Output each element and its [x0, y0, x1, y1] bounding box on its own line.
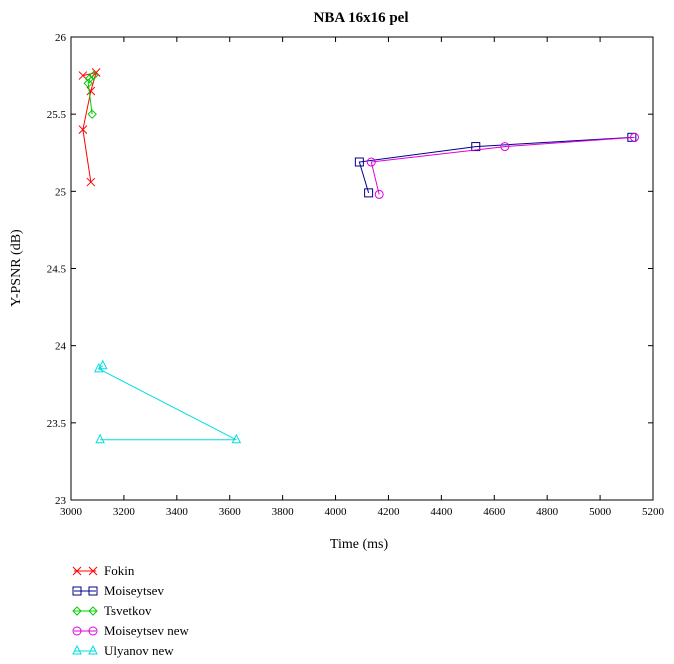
legend-item-ulyanov-new: Ulyanov new [72, 643, 174, 658]
data-point-moiseytsev [471, 142, 481, 152]
x-tick-label: 4400 [430, 506, 453, 518]
data-point-moiseytsev-new [366, 157, 376, 167]
data-point-fokin [86, 86, 96, 96]
x-axis: 3000 3200 3400 3600 3800 4000 4200 4400 4600 4800… [60, 37, 665, 518]
data-point-ulyanov-new [93, 362, 104, 373]
series-tsvetkov [83, 70, 99, 119]
x-tick-label: 4200 [377, 506, 400, 518]
data-point-fokin [78, 125, 88, 134]
legend-item-tsvetkov: Tsvetkov [72, 603, 152, 618]
data-point-moiseytsev [364, 188, 374, 198]
data-point-moiseytsev [354, 157, 364, 167]
y-tick-label: 24.5 [47, 264, 67, 276]
y-tick-label: 26 [55, 32, 67, 44]
data-point-ulyanov-new [95, 433, 105, 444]
y-tick-label: 24 [55, 341, 67, 353]
y-tick-label: 23 [55, 495, 67, 507]
legend-marker [72, 644, 82, 655]
data-point-moiseytsev-new [374, 189, 384, 199]
legend-marker [72, 586, 82, 596]
x-axis-label: Time (ms) [330, 537, 389, 552]
series-ulyanov-new [93, 359, 242, 444]
x-tick-label: 3000 [60, 506, 83, 518]
y-axis: 23 23.5 24 24.5 25 25.5 26 [47, 32, 653, 507]
legend-item-moiseytsev: Moiseytsev [72, 583, 164, 598]
x-tick-label: 3600 [219, 506, 242, 518]
data-point-ulyanov-new [231, 433, 242, 444]
series-line-moiseytsev [358, 136, 632, 194]
data-point-fokin [86, 177, 96, 187]
x-tick-label: 4000 [325, 506, 348, 518]
legend-marker [88, 566, 98, 576]
legend-marker [72, 606, 82, 616]
x-tick-label: 4800 [536, 506, 559, 518]
y-tick-label: 25.5 [47, 109, 67, 121]
y-tick-label: 25 [55, 186, 67, 198]
legend-marker [88, 586, 98, 596]
series-moiseytsev-new [366, 132, 639, 199]
data-point-fokin [91, 68, 101, 77]
legend: Fokin Moiseytsev Tsvetkov Moiseytsev new Uly… [72, 563, 189, 658]
x-tick-label: 4600 [483, 506, 506, 518]
data-point-moiseytsev-new [500, 142, 510, 152]
legend-item-moiseytsev-new: Moiseytsev new [72, 623, 189, 638]
data-point-ulyanov-new [97, 359, 108, 370]
legend-item-fokin: Fokin [72, 563, 135, 578]
x-tick-label: 5000 [589, 506, 612, 518]
data-point-moiseytsev-new [629, 132, 639, 142]
legend-marker [88, 644, 98, 655]
legend-label: Fokin [104, 563, 135, 578]
y-tick-label: 23.5 [47, 418, 67, 430]
x-tick-label: 3800 [272, 506, 295, 518]
y-axis-label: Y-PSNR (dB) [9, 229, 24, 307]
legend-label: Ulyanov new [104, 643, 174, 658]
legend-label: Tsvetkov [104, 603, 152, 618]
legend-marker [88, 626, 98, 636]
legend-marker [72, 626, 82, 636]
data-point-tsvetkov [87, 109, 97, 119]
series-layer [78, 68, 639, 444]
chart-title: NBA 16x16 pel [313, 10, 408, 26]
series-line-moiseytsev-new [370, 136, 635, 195]
data-point-tsvetkov [84, 73, 95, 84]
legend-marker [72, 566, 82, 576]
data-point-tsvetkov [88, 70, 99, 81]
x-tick-label: 3400 [166, 506, 189, 518]
legend-label: Moiseytsev [104, 583, 164, 598]
legend-marker [88, 606, 98, 616]
legend-label: Moiseytsev new [104, 623, 189, 638]
x-tick-label: 5200 [642, 506, 665, 518]
x-tick-label: 3200 [113, 506, 136, 518]
